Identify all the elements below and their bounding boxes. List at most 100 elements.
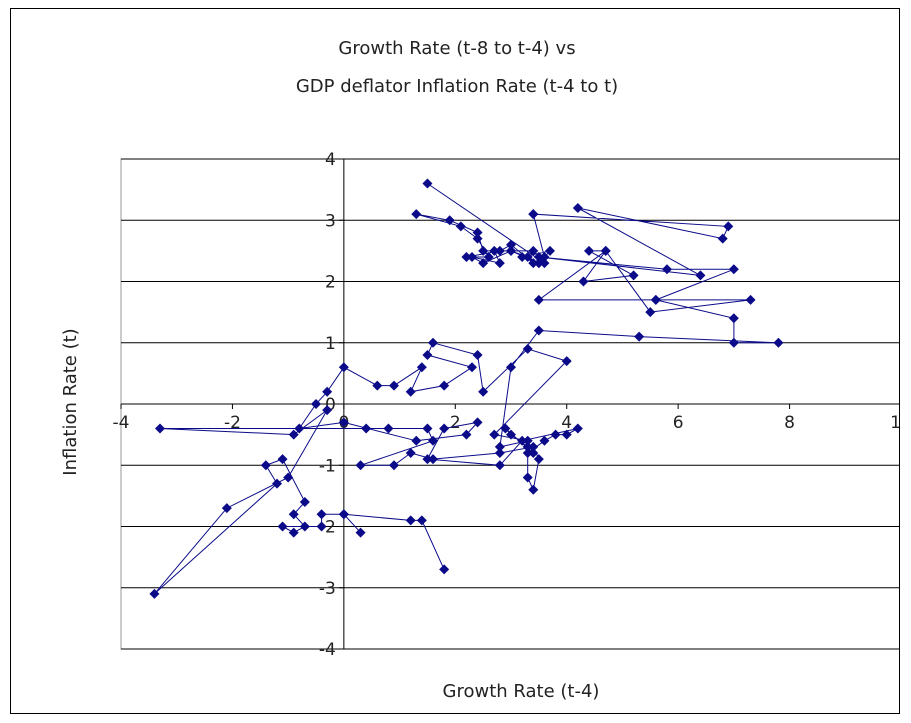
series-0-point-69 [294,423,305,434]
series-0-point-63 [416,362,427,373]
series-0-point-120 [405,515,416,526]
y-tick-label-6: 2 [325,273,336,293]
series-0-point-8 [522,252,533,262]
series-0-point-30 [572,203,583,213]
series-0-point-103 [322,405,333,416]
series-0-point-101 [155,423,165,434]
y-tick-label-3: -1 [319,456,336,476]
series-0-point-106 [149,588,160,599]
series-0-point-73 [472,417,483,428]
series-0-point-79 [561,429,572,440]
x-tick-label-1: -2 [224,413,241,433]
series-0-point-31 [695,270,706,281]
x-tick-label-6: 8 [784,413,795,433]
series-0-point-15 [472,227,483,238]
series-0-point-40 [628,270,639,281]
chart-frame: Growth Rate (t-8 to t-4) vs GDP deflator… [10,8,900,714]
x-tick-label-5: 6 [673,413,684,433]
series-0-point-102 [288,429,299,440]
series-0-point-96 [355,460,366,471]
y-tick-label-4: 0 [325,395,336,415]
series-0-point-66 [338,362,349,373]
series-0-point-2 [528,245,539,256]
series-0-point-90 [533,454,544,465]
series-0-point-80 [550,429,561,440]
series-0-point-28 [723,221,734,232]
series-0-point-52 [522,435,533,446]
series-0-point-91 [528,441,539,452]
series-0-point-60 [467,362,477,373]
series-0-point-24 [528,258,539,269]
series-0-point-72 [461,429,472,440]
series-0-point-61 [439,380,450,391]
x-tick-label-0: -4 [113,413,130,433]
series-0-point-110 [299,497,310,507]
series-0-point-22 [494,245,505,256]
series-0-point-118 [355,527,366,538]
series-0-point-115 [316,521,327,532]
series-0-point-98 [422,423,433,434]
x-axis-title: Growth Rate (t-4) [443,681,600,702]
series-0-point-76 [494,460,505,471]
series-0-point-11 [517,252,528,262]
series-0-point-85 [506,429,516,440]
series-0-point-88 [522,472,533,483]
series-0-point-47 [773,337,784,348]
x-tick-label-4: 4 [561,413,572,433]
series-0-point-92 [494,448,505,458]
y-tick-label-5: 1 [325,334,336,354]
series-0-point-108 [260,460,271,471]
series-0-point-23 [506,239,516,250]
y-tick-label-1: -3 [319,579,336,599]
series-0-point-20 [483,252,494,262]
series-0-point-68 [311,399,321,409]
series-0-point-10 [545,245,555,256]
series-0-point-104 [283,472,294,483]
series-0-point-58 [428,337,438,348]
series-0-point-71 [411,435,422,446]
chart-background [11,9,899,713]
series-0-point-93 [428,454,438,465]
series-0-point-97 [428,435,438,446]
chart-title-line-2: GDP deflator Inflation Rate (t-4 to t) [296,76,618,97]
series-0-point-55 [522,343,533,354]
y-tick-label-7: 3 [325,211,336,231]
series-0-point-64 [389,380,399,391]
y-tick-label-8: 4 [325,150,336,170]
series-0-point-32 [533,252,544,262]
series-0-point-29 [717,233,728,244]
series-0-point-14 [478,245,489,256]
series-0-point-83 [528,448,539,458]
series-0-point-53 [489,429,500,440]
series-0-point-70 [338,417,349,428]
series-0-point-87 [522,441,533,452]
series-0-point-109 [277,454,288,465]
series-0-point-99 [383,423,394,434]
series-0-point-82 [522,448,533,458]
series-0-point-13 [506,245,516,256]
series-0-point-51 [494,441,505,452]
series-0-point-50 [506,362,516,373]
series-0-point-113 [288,527,299,538]
series-0-point-43 [533,294,544,305]
x-tick-label-3: 2 [450,413,461,433]
series-0-point-41 [578,276,589,287]
y-tick-label-0: -4 [319,640,336,660]
series-0-point-1 [539,258,550,269]
series-0-point-3 [489,245,500,256]
chart-title-line-1: Growth Rate (t-8 to t-4) vs [338,38,575,59]
series-0-point-6 [478,258,489,269]
chart-svg: Growth Rate (t-8 to t-4) vs GDP deflator… [11,9,899,713]
series-0-point-119 [338,509,349,520]
y-tick-label-2: -2 [319,518,336,538]
series-0-point-45 [728,313,739,324]
series-0-point-27 [528,209,539,220]
series-0-point-59 [422,350,433,360]
series-0-point-57 [472,350,483,360]
series-0-point-67 [322,386,333,397]
series-0-point-25 [539,252,550,262]
series-0-point-19 [472,233,483,244]
series-0-point-94 [405,448,416,458]
series-0-point-49 [533,325,544,336]
